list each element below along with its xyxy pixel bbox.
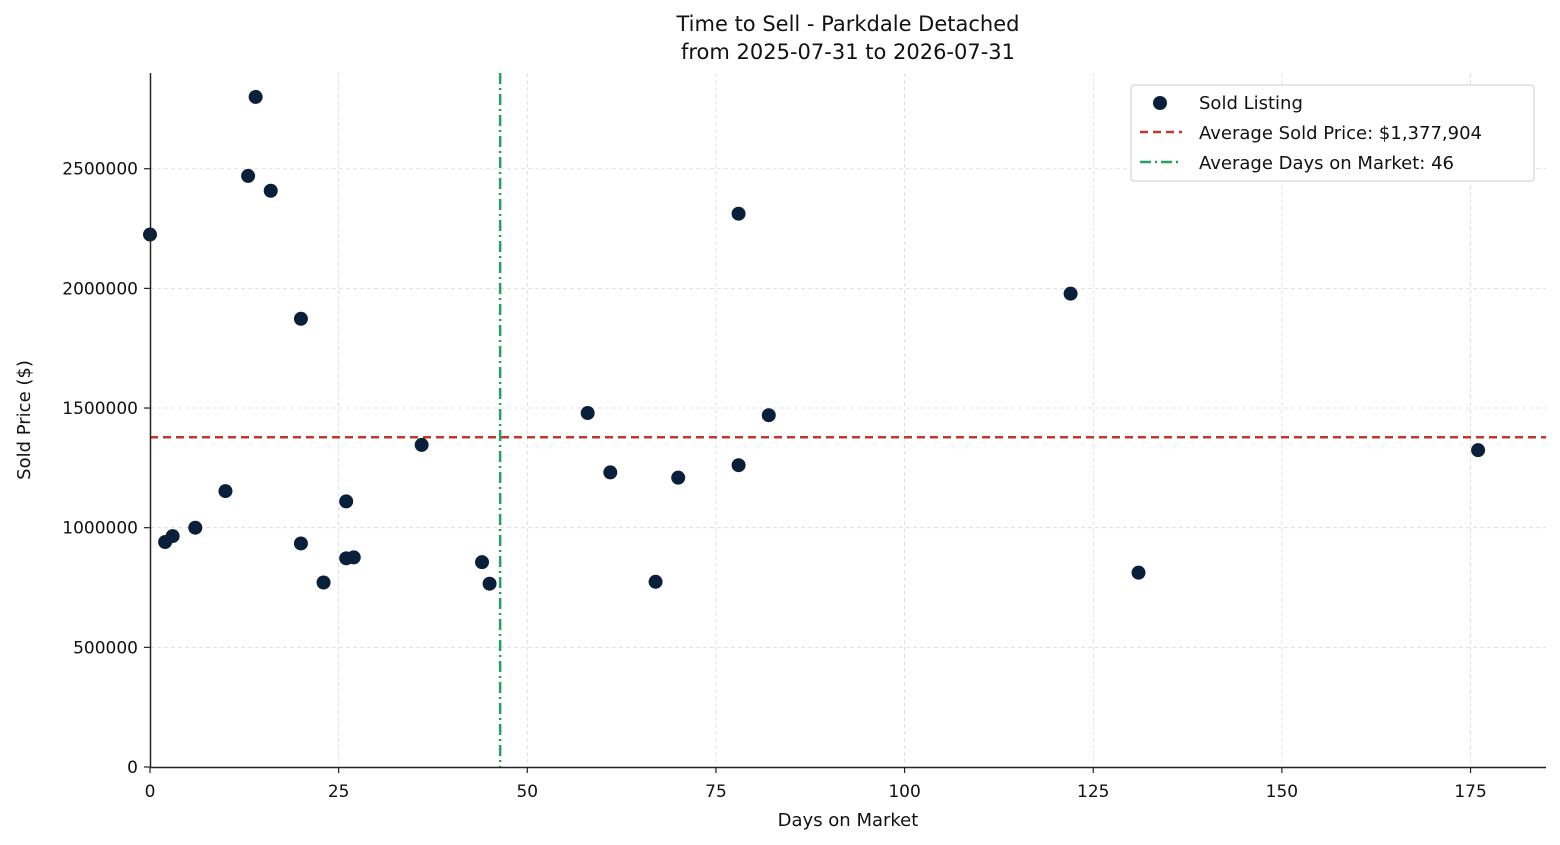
legend-label-average-days: Average Days on Market: 46	[1199, 153, 1454, 174]
legend: Sold Listing Average Sold Price: $1,377,…	[1130, 84, 1535, 182]
data-point	[165, 529, 180, 544]
legend-marker-sold-listing	[1153, 96, 1167, 110]
data-point	[648, 574, 663, 589]
data-point	[731, 458, 746, 473]
y-ticks: 0 500000 1000000 1500000 2000000 2500000	[62, 160, 150, 778]
data-point	[241, 168, 256, 183]
data-point	[1063, 286, 1078, 301]
data-point	[1471, 443, 1486, 458]
x-tick-label: 125	[1077, 782, 1109, 802]
x-tick-label: 25	[328, 782, 350, 802]
legend-box	[1130, 84, 1535, 182]
chart-title: Time to Sell - Parkdale Detached	[676, 12, 1020, 36]
x-tick-label: 0	[145, 782, 156, 802]
y-tick-label: 2500000	[62, 160, 138, 180]
data-point	[218, 484, 233, 499]
reference-lines	[150, 73, 1546, 767]
data-point	[482, 576, 497, 591]
data-point	[580, 406, 595, 421]
x-tick-label: 100	[888, 782, 920, 802]
data-point	[316, 575, 331, 590]
data-point	[603, 465, 618, 480]
y-tick-label: 2000000	[62, 279, 138, 299]
axes	[149, 73, 1546, 769]
data-point	[761, 408, 776, 423]
data-point	[263, 183, 278, 198]
y-tick-label: 1000000	[62, 519, 138, 539]
x-tick-label: 50	[516, 782, 538, 802]
data-point	[1131, 565, 1146, 580]
chart-subtitle: from 2025-07-31 to 2026-07-31	[680, 40, 1016, 64]
data-point	[731, 206, 746, 221]
data-point	[248, 89, 263, 104]
data-points	[143, 89, 1486, 591]
legend-label-sold-listing: Sold Listing	[1199, 93, 1303, 114]
data-point	[339, 494, 354, 509]
data-point	[293, 536, 308, 551]
x-tick-label: 175	[1454, 782, 1486, 802]
data-point	[188, 520, 203, 535]
x-ticks: 0 25 50 75 100 125 150 175	[145, 767, 1487, 802]
data-point	[671, 470, 686, 485]
data-point	[346, 550, 361, 565]
x-axis-label: Days on Market	[778, 810, 919, 831]
y-tick-label: 500000	[73, 638, 138, 658]
data-point	[475, 555, 490, 570]
chart-title-block: Time to Sell - Parkdale Detached from 20…	[150, 10, 1546, 66]
x-tick-label: 75	[705, 782, 727, 802]
data-point	[414, 437, 429, 452]
data-point	[293, 311, 308, 326]
y-axis-label: Sold Price ($)	[14, 360, 35, 480]
y-tick-label: 1500000	[62, 399, 138, 419]
legend-label-average-price: Average Sold Price: $1,377,904	[1199, 123, 1482, 144]
y-tick-label: 0	[127, 758, 138, 778]
x-tick-label: 150	[1266, 782, 1298, 802]
